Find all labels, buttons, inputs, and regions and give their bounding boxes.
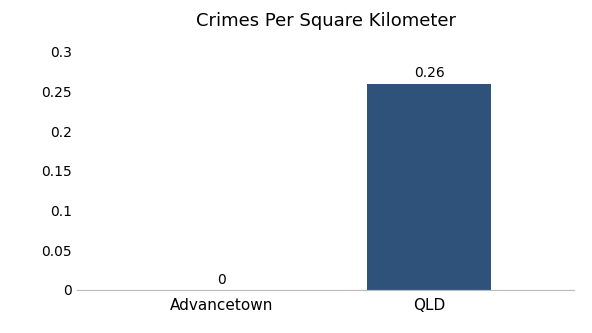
Bar [367, 84, 491, 290]
Text: 0.26: 0.26 [414, 66, 445, 80]
Text: 0: 0 [218, 272, 226, 286]
Title: Crimes Per Square Kilometer: Crimes Per Square Kilometer [195, 12, 456, 30]
